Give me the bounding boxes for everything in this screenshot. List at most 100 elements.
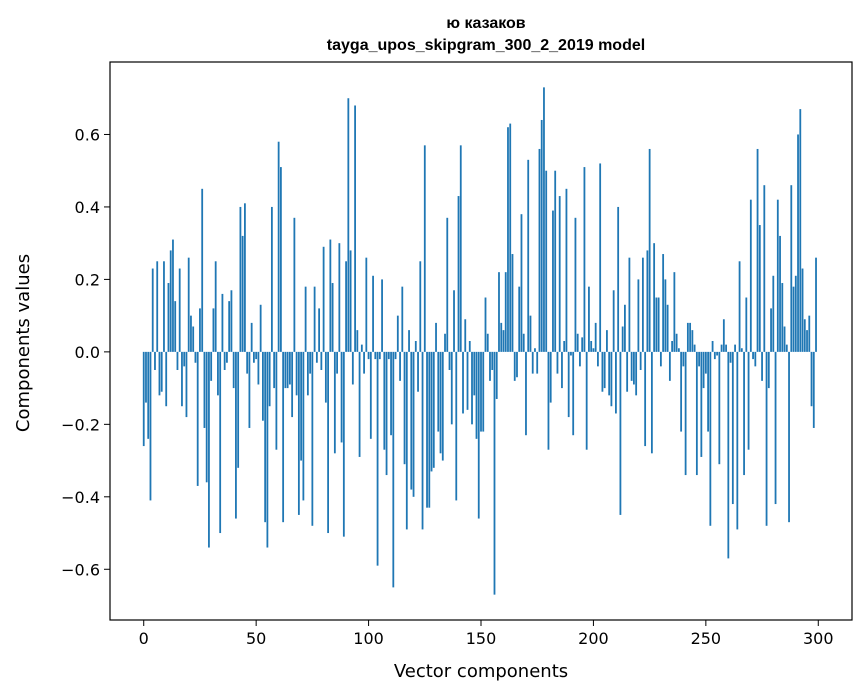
bar-73 xyxy=(306,351,309,396)
bar-155 xyxy=(491,351,494,370)
bar-179 xyxy=(545,170,548,352)
bar-170 xyxy=(525,351,527,436)
bar-168 xyxy=(520,214,523,352)
bar-59 xyxy=(275,351,278,450)
bar-293 xyxy=(801,268,804,352)
bar-234 xyxy=(668,351,671,381)
bar-126 xyxy=(426,351,428,508)
bar-43 xyxy=(239,206,242,352)
y-tick-label: 0.6 xyxy=(75,125,100,144)
bar-161 xyxy=(504,272,507,352)
bar-101 xyxy=(369,351,372,439)
x-axis-ticks: 0 50 100 150 200 250 300 xyxy=(139,620,834,648)
bar-185 xyxy=(558,196,561,352)
bar-260 xyxy=(727,351,730,559)
bar-259 xyxy=(725,344,727,352)
bar-51 xyxy=(257,351,260,385)
bar-184 xyxy=(556,351,559,374)
bar-79 xyxy=(320,351,323,370)
bar-187 xyxy=(563,341,566,352)
bar-279 xyxy=(770,308,772,352)
bar-287 xyxy=(788,351,790,523)
bar-291 xyxy=(797,134,799,352)
bar-116 xyxy=(403,351,406,465)
bar-6 xyxy=(156,261,159,352)
bar-3 xyxy=(149,351,152,501)
bar-226 xyxy=(650,351,653,454)
bar-125 xyxy=(423,145,426,352)
bar-30 xyxy=(210,351,213,381)
bar-108 xyxy=(385,351,388,476)
bar-69 xyxy=(297,351,300,515)
bar-219 xyxy=(635,351,638,396)
bar-28 xyxy=(205,351,208,483)
bar-160 xyxy=(502,330,505,352)
bar-231 xyxy=(662,254,665,352)
bar-238 xyxy=(677,348,680,352)
bar-31 xyxy=(212,308,215,352)
x-tick-label: 0 xyxy=(139,629,149,648)
bar-198 xyxy=(588,286,590,352)
y-tick-label: 0.0 xyxy=(75,343,100,362)
y-tick-label: 0.4 xyxy=(75,198,100,217)
bar-2 xyxy=(147,351,150,439)
bar-18 xyxy=(183,351,186,367)
bar-103 xyxy=(374,351,377,360)
bar-92 xyxy=(349,250,352,352)
bar-172 xyxy=(529,315,532,352)
bar-235 xyxy=(671,341,674,352)
bar-290 xyxy=(794,275,797,352)
bar-148 xyxy=(475,351,478,439)
bar-88 xyxy=(340,351,343,443)
bar-269 xyxy=(747,351,750,450)
chart-title: ю казаков xyxy=(446,15,525,32)
bar-152 xyxy=(484,297,487,352)
bar-205 xyxy=(603,351,606,389)
bar-280 xyxy=(772,275,775,352)
bar-138 xyxy=(453,290,455,352)
bar-10 xyxy=(165,351,168,407)
bar-95 xyxy=(356,330,359,352)
bar-75 xyxy=(311,351,314,526)
bar-142 xyxy=(462,351,464,414)
bar-294 xyxy=(803,319,806,352)
bar-66 xyxy=(291,351,294,418)
bar-164 xyxy=(511,254,514,352)
bar-188 xyxy=(565,188,568,352)
bar-186 xyxy=(561,351,563,389)
bar-52 xyxy=(259,304,262,352)
x-tick-label: 150 xyxy=(466,629,497,648)
bar-191 xyxy=(572,351,575,436)
bar-241 xyxy=(684,351,687,476)
bar-65 xyxy=(288,351,291,385)
bar-233 xyxy=(666,304,669,352)
bar-145 xyxy=(468,341,471,352)
bar-214 xyxy=(624,304,626,352)
bar-21 xyxy=(190,315,192,352)
bar-257 xyxy=(720,344,723,352)
bar-275 xyxy=(761,351,763,381)
bar-120 xyxy=(412,351,415,497)
bar-60 xyxy=(277,141,280,352)
bar-253 xyxy=(711,341,714,352)
bar-41 xyxy=(235,351,237,519)
bar-285 xyxy=(783,326,786,352)
bar-143 xyxy=(464,319,467,352)
bar-84 xyxy=(331,283,334,352)
bar-56 xyxy=(268,351,271,407)
bar-200 xyxy=(592,348,595,352)
bar-135 xyxy=(446,217,449,352)
bar-0 xyxy=(142,351,145,447)
bar-225 xyxy=(648,148,651,352)
bar-210 xyxy=(615,351,617,414)
bar-99 xyxy=(365,257,368,352)
bar-273 xyxy=(756,148,759,352)
bar-81 xyxy=(324,351,327,403)
bar-222 xyxy=(641,257,644,352)
bar-16 xyxy=(178,268,181,352)
bar-49 xyxy=(253,351,255,363)
x-tick-label: 200 xyxy=(578,629,609,648)
bar-246 xyxy=(695,351,698,476)
bar-39 xyxy=(230,290,233,352)
